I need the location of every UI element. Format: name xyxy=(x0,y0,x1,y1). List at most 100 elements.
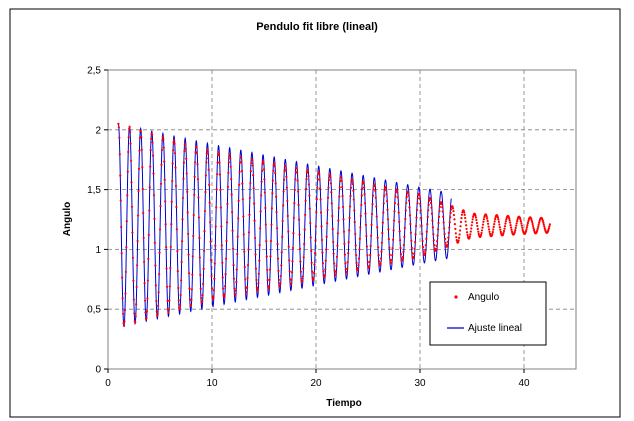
data-point xyxy=(273,165,276,168)
data-point xyxy=(388,246,391,249)
data-point xyxy=(409,231,412,234)
data-point xyxy=(471,221,474,224)
data-point xyxy=(262,168,266,171)
data-point xyxy=(382,211,385,214)
data-point xyxy=(120,225,123,229)
data-point xyxy=(232,277,236,280)
data-point xyxy=(309,221,312,225)
data-point xyxy=(525,226,529,229)
data-point xyxy=(435,247,438,251)
data-point xyxy=(432,233,435,236)
y-tick-label: 0 xyxy=(95,365,101,376)
data-point xyxy=(316,186,319,189)
data-point xyxy=(295,167,298,170)
data-point xyxy=(537,223,540,226)
data-point xyxy=(153,241,156,244)
data-point xyxy=(435,244,438,247)
data-point xyxy=(348,216,351,220)
data-point xyxy=(421,232,424,235)
data-point xyxy=(136,239,139,243)
data-point xyxy=(443,227,446,230)
data-point xyxy=(496,216,500,219)
data-point xyxy=(502,231,505,235)
data-point xyxy=(326,208,329,212)
data-point xyxy=(474,216,478,219)
data-point xyxy=(273,162,276,165)
data-point xyxy=(135,303,138,306)
data-point xyxy=(385,188,388,191)
data-point xyxy=(436,228,440,231)
data-point xyxy=(334,273,337,276)
data-point xyxy=(277,269,280,272)
data-point xyxy=(236,252,239,256)
data-point xyxy=(149,165,152,168)
data-point xyxy=(242,215,245,218)
data-point xyxy=(182,161,186,164)
data-point xyxy=(357,257,361,260)
data-point xyxy=(532,227,535,230)
data-point xyxy=(240,169,244,173)
data-point xyxy=(471,218,474,221)
data-point xyxy=(243,265,246,269)
data-point xyxy=(132,298,135,301)
data-point xyxy=(493,223,496,226)
data-point xyxy=(144,311,147,314)
data-point xyxy=(192,213,195,217)
data-point xyxy=(381,221,384,224)
data-point xyxy=(133,312,136,315)
data-point xyxy=(137,167,141,171)
data-point xyxy=(457,239,460,242)
data-point xyxy=(415,208,419,211)
data-point xyxy=(509,223,512,227)
data-point xyxy=(363,202,367,205)
data-point xyxy=(203,209,207,213)
data-point xyxy=(387,237,390,241)
data-point xyxy=(387,228,390,231)
data-point xyxy=(305,178,308,181)
data-point xyxy=(187,253,190,256)
data-point xyxy=(331,228,334,231)
data-point xyxy=(526,221,530,225)
data-point xyxy=(369,253,372,257)
data-point xyxy=(397,211,400,214)
data-point xyxy=(140,148,143,151)
data-point xyxy=(316,178,319,181)
data-point xyxy=(230,177,233,181)
data-point xyxy=(349,194,352,198)
data-point xyxy=(368,260,371,263)
data-point xyxy=(455,236,458,239)
data-point xyxy=(224,257,228,260)
data-point xyxy=(302,256,305,259)
data-point xyxy=(404,217,407,221)
data-point xyxy=(365,234,368,238)
data-point xyxy=(172,139,176,142)
data-point xyxy=(465,231,469,234)
data-point xyxy=(337,219,340,222)
data-point xyxy=(127,136,130,139)
data-point xyxy=(266,279,269,282)
data-point xyxy=(360,194,363,197)
data-point xyxy=(470,224,473,227)
data-point xyxy=(330,191,333,194)
data-point xyxy=(141,187,144,190)
data-point xyxy=(504,220,507,223)
data-point xyxy=(212,296,215,299)
data-point xyxy=(164,223,167,226)
data-point xyxy=(413,247,416,250)
data-point xyxy=(372,188,375,191)
data-point xyxy=(480,233,483,237)
data-point xyxy=(498,225,501,229)
data-point xyxy=(335,255,339,258)
data-point xyxy=(285,175,288,178)
data-point xyxy=(207,168,210,171)
data-point xyxy=(510,228,513,231)
data-point xyxy=(158,251,161,254)
data-point xyxy=(231,247,235,250)
data-point xyxy=(212,289,215,292)
data-point xyxy=(247,231,251,234)
data-point xyxy=(323,274,326,277)
data-point xyxy=(237,199,240,202)
data-point xyxy=(332,252,335,255)
data-point xyxy=(514,229,517,232)
data-point xyxy=(304,213,307,216)
